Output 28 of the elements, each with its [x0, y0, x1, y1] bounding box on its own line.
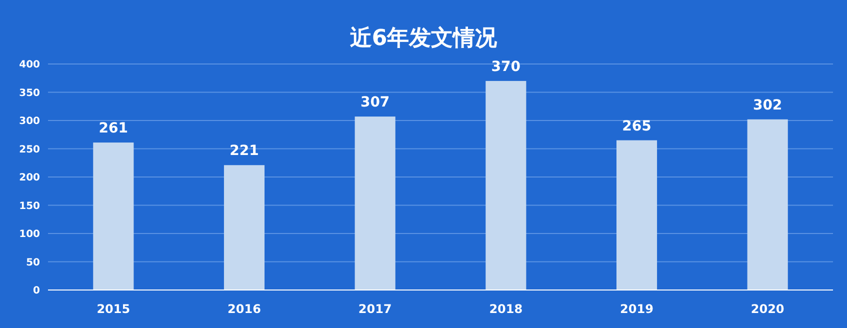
y-tick-label: 50: [26, 257, 40, 268]
y-tick-label: 300: [19, 116, 40, 127]
y-tick-label: 250: [19, 144, 40, 156]
x-tick-label: 2020: [750, 302, 784, 316]
data-label: 302: [752, 97, 782, 114]
x-tick-label: 2019: [620, 302, 654, 316]
bar: [747, 119, 788, 290]
x-tick-label: 2016: [228, 302, 261, 316]
bar: [224, 165, 265, 290]
x-tick-label: 2015: [96, 302, 130, 316]
data-label: 265: [622, 118, 652, 134]
y-tick-label: 400: [19, 60, 40, 70]
y-tick-label: 0: [33, 286, 40, 296]
y-tick-label: 150: [19, 200, 40, 212]
bar: [93, 142, 134, 290]
x-tick-label: 2017: [358, 302, 392, 316]
data-label: 261: [98, 120, 128, 137]
y-tick-label: 350: [19, 88, 40, 99]
data-label: 307: [360, 94, 390, 111]
data-label: 221: [230, 143, 259, 160]
y-tick-label: 200: [19, 172, 40, 184]
bar: [616, 140, 658, 290]
chart-title: 近6年发文情况: [348, 25, 498, 51]
y-tick-label: 100: [19, 229, 40, 240]
data-label: 370: [491, 58, 521, 75]
x-tick-label: 2018: [489, 302, 523, 316]
bar: [354, 116, 396, 290]
bar: [486, 80, 526, 290]
